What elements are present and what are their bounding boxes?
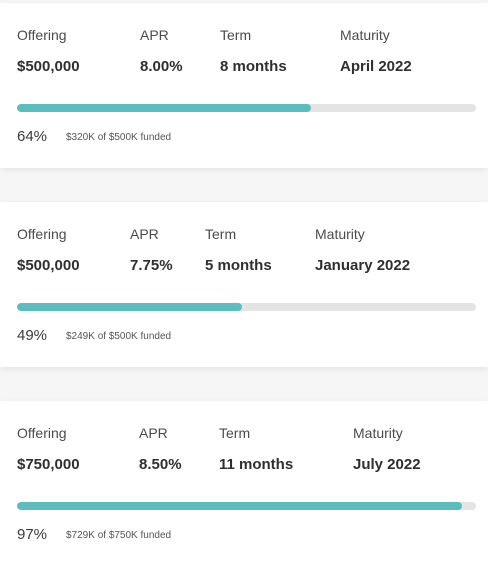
term-value: 5 months [205,257,272,274]
funded-percent: 64% [17,128,48,145]
apr-label: APR [140,27,169,43]
term-label: Term [205,226,237,242]
offering-card[interactable]: Offering APR Term Maturity $750,000 8.50… [0,401,488,566]
term-value: 8 months [220,58,287,75]
funded-detail: $729K of $750K funded [66,530,172,541]
offering-label: Offering [17,425,67,441]
maturity-value: January 2022 [315,257,411,274]
offering-amount: $750,000 [17,456,80,473]
term-label: Term [219,425,251,441]
maturity-value: April 2022 [340,58,412,75]
offering-amount: $500,000 [17,257,80,274]
funding-progress-bar [17,104,476,112]
funded-percent: 49% [17,327,48,344]
funding-progress-bar [17,303,476,311]
maturity-label: Maturity [353,425,403,441]
funding-progress-fill [17,303,242,311]
maturity-label: Maturity [315,226,365,242]
apr-value: 7.75% [130,257,173,274]
funded-detail: $320K of $500K funded [66,132,172,143]
apr-value: 8.00% [140,58,183,75]
term-value: 11 months [219,456,294,473]
apr-label: APR [139,425,168,441]
offering-label: Offering [17,226,67,242]
funding-progress-fill [17,104,311,112]
funded-percent: 97% [17,526,48,543]
maturity-value: July 2022 [353,456,421,473]
offering-card[interactable]: Offering APR Term Maturity $500,000 7.75… [0,202,488,367]
offering-label: Offering [17,27,67,43]
funding-progress-fill [17,502,463,510]
apr-label: APR [130,226,159,242]
funded-detail: $249K of $500K funded [66,331,172,342]
term-label: Term [220,27,252,43]
apr-value: 8.50% [139,456,182,473]
maturity-label: Maturity [340,27,390,43]
funding-progress-bar [17,502,476,510]
offering-card[interactable]: Offering APR Term Maturity $500,000 8.00… [0,3,488,168]
offering-amount: $500,000 [17,58,80,75]
